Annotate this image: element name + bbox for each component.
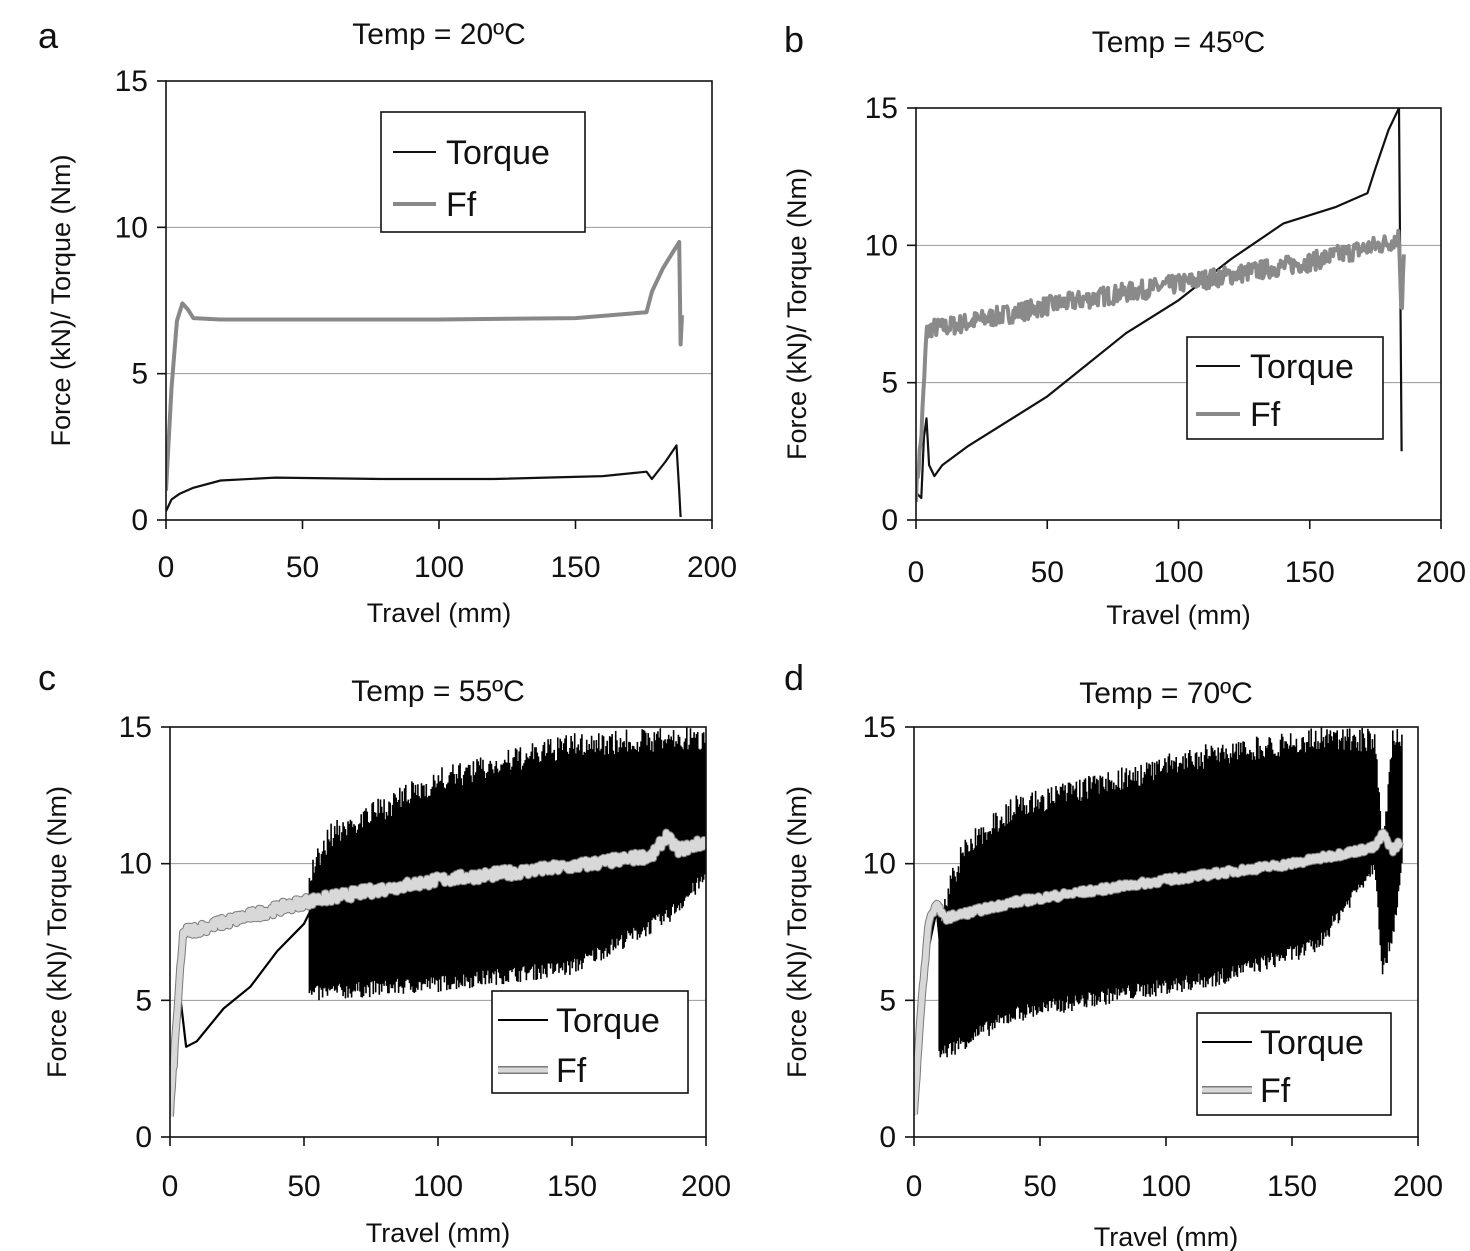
legend-label-ff: Ff (446, 186, 477, 224)
series-line-ff (916, 228, 1406, 503)
x-tick-label: 100 (1141, 1170, 1191, 1203)
series-band-torque (938, 727, 1403, 1058)
y-tick-label: 0 (131, 504, 148, 537)
panel-c: c Temp = 55ºC 0 50 100 150 200 0 5 10 15 Travel (mm… (38, 657, 731, 1248)
legend-label-torque: Torque (1250, 348, 1354, 386)
chart-title: Temp = 55ºC (351, 675, 525, 708)
legend-box (1196, 1012, 1392, 1116)
x-tick-label: 150 (1285, 556, 1335, 589)
y-axis-label: Force (kN)/ Torque (Nm) (782, 168, 812, 460)
legend-label-ff: Ff (556, 1052, 587, 1090)
x-tick-label: 50 (1031, 556, 1064, 589)
x-tick-label: 50 (286, 551, 319, 584)
y-tick-label: 10 (863, 848, 896, 881)
legend: Torque Ff (1186, 336, 1384, 440)
y-tick-label: 10 (865, 229, 898, 262)
legend-label-torque: Torque (556, 1002, 660, 1040)
y-tick-label: 5 (135, 984, 152, 1017)
x-tick-label: 0 (908, 556, 925, 589)
x-tick-label: 200 (1416, 556, 1466, 589)
plot-area (166, 240, 684, 518)
series-line-ff (914, 829, 1403, 1115)
y-axis-label: Force (kN)/ Torque (Nm) (42, 786, 72, 1078)
legend-box (491, 990, 689, 1094)
chart-title: Temp = 70ºC (1079, 677, 1253, 710)
x-axis-label: Travel (mm) (1106, 600, 1250, 630)
x-tick-label: 100 (1153, 556, 1203, 589)
legend: Torque Ff (491, 990, 689, 1094)
y-tick-label: 15 (115, 65, 148, 98)
legend-label-torque: Torque (1260, 1024, 1364, 1062)
y-axis-label: Force (kN)/ Torque (Nm) (46, 154, 76, 446)
series-line-torque (166, 444, 682, 518)
x-axis-label: Travel (mm) (1094, 1222, 1238, 1251)
legend: Torque Ff (1196, 1012, 1392, 1116)
series-line-ff (166, 240, 684, 491)
panel-letter: d (784, 657, 804, 698)
series-line-ff (170, 829, 706, 1117)
x-tick-label: 200 (687, 551, 737, 584)
y-tick-label: 5 (879, 984, 896, 1017)
legend: Torque Ff (380, 111, 586, 233)
x-tick-label: 0 (158, 551, 175, 584)
panel-d: d Temp = 70ºC 0 50 100 150 200 0 5 10 15 Travel (mm… (782, 657, 1443, 1251)
x-tick-label: 50 (287, 1170, 320, 1203)
plot-area (914, 727, 1404, 1116)
x-tick-label: 100 (414, 551, 464, 584)
y-tick-label: 15 (863, 711, 896, 744)
y-tick-label: 5 (881, 367, 898, 400)
panel-letter: b (784, 19, 804, 60)
series-line-torque (916, 108, 1403, 500)
panel-b: b Temp = 45ºC 0 50 100 150 200 0 5 10 15 Travel (mm… (782, 19, 1466, 630)
y-tick-label: 0 (881, 504, 898, 537)
y-tick-label: 5 (131, 358, 148, 391)
x-tick-label: 0 (906, 1170, 923, 1203)
legend-label-ff: Ff (1260, 1072, 1291, 1110)
y-tick-label: 10 (119, 848, 152, 881)
panel-letter: c (38, 657, 56, 698)
series-line-torque (170, 912, 311, 1116)
chart-title: Temp = 20ºC (352, 18, 526, 51)
chart-title: Temp = 45ºC (1092, 26, 1266, 59)
y-axis-label: Force (kN)/ Torque (Nm) (782, 786, 812, 1078)
x-tick-label: 100 (413, 1170, 463, 1203)
x-axis-label: Travel (mm) (366, 1218, 510, 1248)
y-tick-label: 0 (135, 1121, 152, 1154)
x-tick-label: 150 (547, 1170, 597, 1203)
plot-area (916, 108, 1406, 503)
y-tick-label: 0 (879, 1121, 896, 1154)
legend-box (1186, 336, 1384, 440)
panel-letter: a (38, 15, 59, 56)
x-tick-label: 200 (681, 1170, 731, 1203)
plot-area (170, 727, 706, 1117)
x-tick-label: 200 (1393, 1170, 1443, 1203)
y-tick-label: 15 (119, 711, 152, 744)
x-axis-label: Travel (mm) (367, 598, 511, 628)
legend-box (380, 111, 586, 233)
y-tick-label: 15 (865, 92, 898, 125)
panel-a: a Temp = 20ºC 0 50 100 150 200 0 5 10 15 Travel (mm… (38, 15, 737, 628)
x-tick-label: 150 (1267, 1170, 1317, 1203)
legend-label-torque: Torque (446, 134, 550, 172)
x-tick-label: 50 (1023, 1170, 1056, 1203)
x-tick-label: 0 (162, 1170, 179, 1203)
legend-label-ff: Ff (1250, 396, 1281, 434)
x-tick-label: 150 (550, 551, 600, 584)
y-tick-label: 10 (115, 211, 148, 244)
